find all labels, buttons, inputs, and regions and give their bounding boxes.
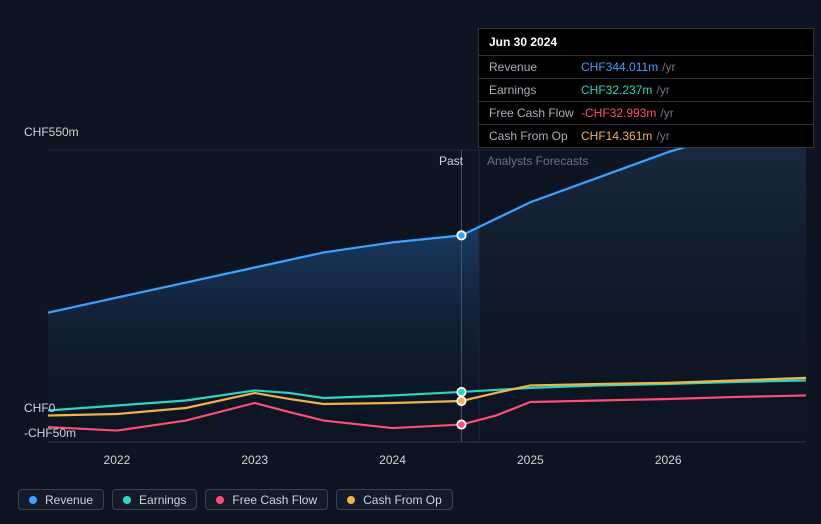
y-axis-label: -CHF50m [24, 426, 76, 440]
marker-fcf [457, 420, 465, 428]
legend-item-fcf[interactable]: Free Cash Flow [205, 489, 328, 510]
tooltip-row: Free Cash Flow-CHF32.993m/yr [479, 101, 813, 124]
tooltip-value: CHF14.361m [581, 129, 652, 143]
tooltip-value: -CHF32.993m [581, 106, 656, 120]
x-axis-label: 2026 [655, 453, 682, 467]
tooltip-row: RevenueCHF344.011m/yr [479, 55, 813, 78]
legend-label: Cash From Op [363, 493, 442, 507]
legend-label: Earnings [139, 493, 186, 507]
tooltip-unit: /yr [656, 83, 669, 97]
legend-dot-icon [216, 496, 224, 504]
tooltip-row: Cash From OpCHF14.361m/yr [479, 124, 813, 147]
x-axis-label: 2022 [104, 453, 131, 467]
legend-dot-icon [29, 496, 37, 504]
legend-label: Revenue [45, 493, 93, 507]
x-axis-label: 2024 [379, 453, 406, 467]
marker-cashfromop [457, 397, 465, 405]
chart-container: CHF550mCHF0-CHF50m 20222023202420252026 … [18, 10, 806, 514]
tooltip-unit: /yr [662, 60, 675, 74]
forecast-label: Analysts Forecasts [487, 154, 588, 168]
tooltip-row: EarningsCHF32.237m/yr [479, 78, 813, 101]
tooltip-value: CHF32.237m [581, 83, 652, 97]
marker-revenue [457, 231, 465, 239]
chart-legend: Revenue Earnings Free Cash Flow Cash From O… [18, 485, 453, 514]
x-axis-label: 2025 [517, 453, 544, 467]
tooltip-value: CHF344.011m [581, 60, 658, 74]
legend-item-earnings[interactable]: Earnings [112, 489, 197, 510]
tooltip-label: Earnings [489, 83, 581, 97]
past-label: Past [439, 154, 463, 168]
legend-dot-icon [347, 496, 355, 504]
legend-item-revenue[interactable]: Revenue [18, 489, 104, 510]
chart-tooltip: Jun 30 2024 RevenueCHF344.011m/yrEarning… [478, 28, 814, 148]
revenue-area-past [48, 227, 479, 440]
legend-label: Free Cash Flow [232, 493, 317, 507]
tooltip-date: Jun 30 2024 [479, 29, 813, 55]
marker-earnings [457, 388, 465, 396]
tooltip-label: Cash From Op [489, 129, 581, 143]
tooltip-label: Revenue [489, 60, 581, 74]
y-axis-label: CHF0 [24, 401, 55, 415]
x-axis-label: 2023 [241, 453, 268, 467]
y-axis-label: CHF550m [24, 125, 79, 139]
legend-item-cashfromop[interactable]: Cash From Op [336, 489, 453, 510]
legend-dot-icon [123, 496, 131, 504]
tooltip-unit: /yr [656, 129, 669, 143]
tooltip-unit: /yr [660, 106, 673, 120]
tooltip-label: Free Cash Flow [489, 106, 581, 120]
